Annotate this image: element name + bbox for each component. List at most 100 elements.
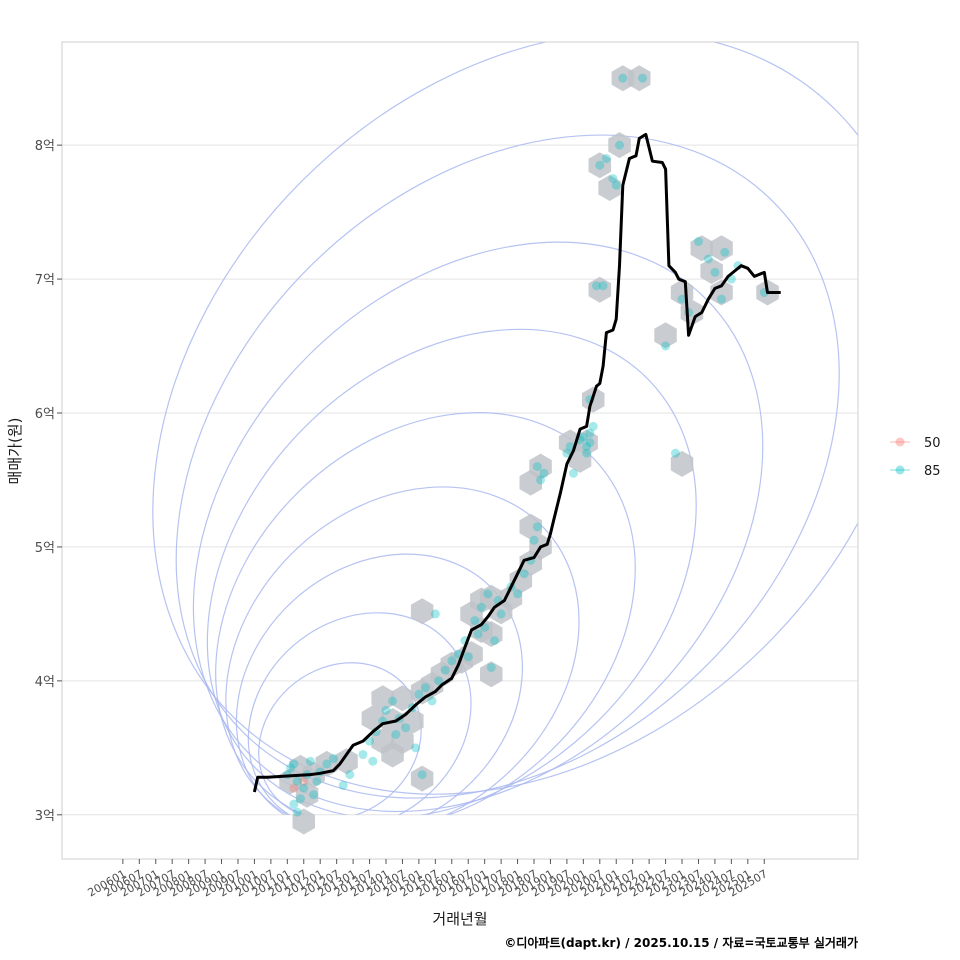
hexbin-cell: [575, 429, 598, 456]
legend: 50 85: [890, 436, 941, 479]
hexbin-cell: [499, 584, 523, 611]
scatter-point-85: [519, 569, 529, 579]
legend-entry-85: 85: [890, 464, 941, 479]
scatter-point-85: [345, 770, 355, 780]
scatter-point-85: [638, 73, 648, 83]
scatter-point-85: [328, 754, 338, 764]
gridlines: [62, 144, 858, 816]
y-tick-label: 7억: [35, 273, 55, 288]
y-axis-ticks: 3억 4억 5억 6억 7억 8억: [35, 139, 62, 824]
scatter-point-85: [677, 294, 687, 304]
scatter-point-85: [289, 799, 299, 809]
scatter-point-50: [289, 783, 299, 793]
scatter-point-85: [358, 750, 368, 760]
y-tick-label: 4억: [35, 675, 55, 690]
scatter-point-85: [292, 776, 302, 786]
legend-label-50: 50: [924, 436, 941, 451]
legend-label-85: 85: [924, 464, 941, 479]
scatter-point-85: [463, 652, 473, 662]
scatter-point-85: [585, 428, 595, 438]
hexbin-cell: [628, 65, 651, 92]
hexbin-cell: [710, 235, 733, 262]
scatter-point-85: [305, 756, 315, 766]
scatter-point-85: [434, 676, 444, 686]
scatter-point-85: [585, 437, 595, 447]
scatter-point-85: [420, 683, 430, 693]
plot-panel-border: [61, 41, 859, 860]
y-tick-label: 5억: [35, 541, 55, 556]
scatter-point-85: [536, 475, 546, 485]
density-contour: [206, 328, 697, 815]
scatter-point-85: [568, 468, 578, 478]
hexbin-cell: [410, 598, 434, 625]
scatter-point-85: [295, 794, 305, 804]
scatter-point-85: [703, 254, 713, 264]
x-axis-ticks: 2006012006072007012007072008012008072009…: [85, 859, 770, 900]
hexbin-cell: [361, 705, 385, 732]
hexbin-cell: [519, 513, 542, 540]
scatter-point-85: [473, 629, 483, 639]
hexbin-cell: [588, 276, 612, 303]
scatter-point-85: [430, 609, 440, 619]
y-tick-label: 3억: [35, 809, 55, 824]
density-contour: [192, 241, 764, 813]
hexbin-cell: [529, 453, 552, 480]
source-caption: ©디아파트(dapt.kr) / 2025.10.15 / 자료=국토교통부 실…: [504, 935, 858, 950]
scatter-point-85: [582, 448, 592, 458]
scatter-point-85: [486, 662, 496, 672]
scatter-point-85: [710, 267, 720, 277]
hexbin-cell: [700, 258, 723, 284]
hexbin-cell: [588, 152, 612, 179]
scatter-point-85: [592, 281, 602, 291]
scatter-point-85: [338, 780, 348, 790]
scatter-point-85: [513, 589, 523, 599]
scatter-point-85: [539, 468, 549, 478]
y-tick-label: 8억: [35, 139, 55, 154]
scatter-point-85: [496, 609, 506, 619]
hexbin-cell: [480, 621, 503, 647]
hexbin-cell: [690, 235, 713, 262]
legend-key-point-50: [895, 437, 905, 447]
scatter-point-85: [476, 602, 486, 612]
scatter-point-85: [565, 441, 575, 451]
legend-key-point-85: [895, 465, 905, 475]
hexbin-cell: [480, 661, 503, 688]
hexbin-cell: [295, 781, 319, 808]
scatter-point-85: [529, 535, 539, 545]
trend-line: [252, 132, 781, 793]
scatter-point-85: [611, 180, 621, 190]
scatter-point-85: [414, 689, 424, 699]
scatter-point-85: [601, 154, 611, 164]
hexbin-cell: [410, 765, 434, 792]
y-axis-title: 매매가(원): [6, 418, 24, 485]
hexbin-cell: [391, 685, 414, 712]
density-contour: [225, 486, 580, 815]
density-contour: [175, 134, 840, 799]
scatter-point-85: [368, 756, 378, 766]
scatter-point-85: [598, 281, 608, 291]
scatter-point-85: [483, 589, 493, 599]
scatter-point-85: [427, 696, 437, 706]
hexbin-cell: [371, 685, 394, 712]
scatter-point-85: [720, 247, 730, 257]
scatter-point-85: [615, 140, 625, 150]
scatter-point-85: [286, 763, 296, 773]
scatter-point-85: [299, 783, 309, 793]
scatter-point-85: [381, 705, 391, 715]
scatter-point-85: [578, 432, 588, 442]
x-axis-title: 거래년월: [432, 910, 487, 928]
hexbin-cell: [598, 175, 621, 201]
scatter-point-85: [391, 729, 401, 739]
scatter-point-85: [470, 616, 480, 626]
scatter-point-85: [292, 807, 302, 817]
scatter-point-85: [532, 462, 542, 472]
hexbin-cell: [670, 450, 694, 477]
hexbin-cell: [381, 741, 404, 768]
hexbin-cell: [509, 567, 533, 594]
scatter-point-85: [716, 294, 726, 304]
scatter-point-85: [582, 441, 592, 451]
